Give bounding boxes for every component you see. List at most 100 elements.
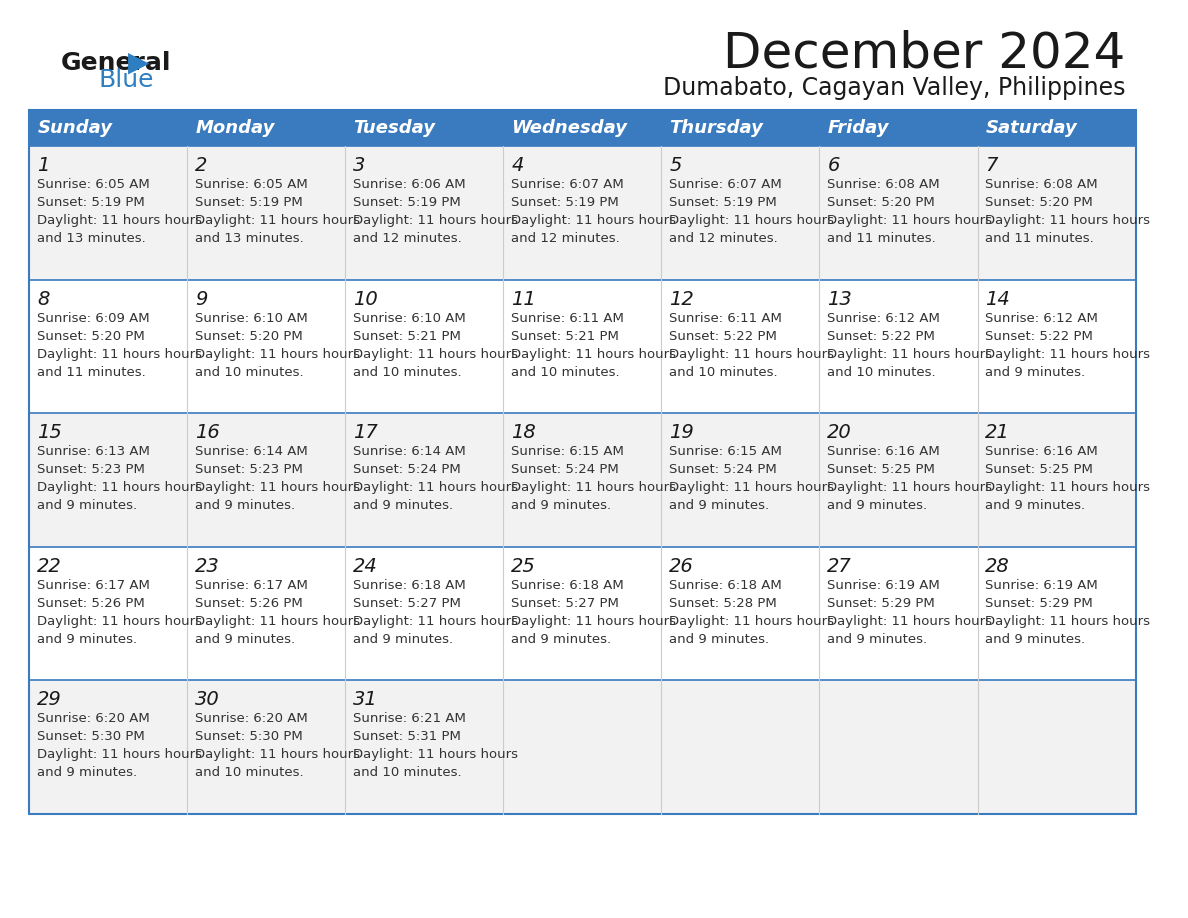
Bar bbox=[30, 547, 188, 680]
Text: 27: 27 bbox=[827, 557, 852, 576]
Text: Sunrise: 6:07 AM: Sunrise: 6:07 AM bbox=[511, 178, 624, 191]
Text: Saturday: Saturday bbox=[985, 119, 1078, 137]
Text: Sunrise: 6:16 AM: Sunrise: 6:16 AM bbox=[985, 445, 1098, 458]
Text: Sunset: 5:19 PM: Sunset: 5:19 PM bbox=[511, 196, 619, 209]
Text: and 9 minutes.: and 9 minutes. bbox=[985, 499, 1086, 512]
Bar bbox=[662, 680, 820, 814]
Text: 25: 25 bbox=[511, 557, 536, 576]
Text: Sunset: 5:22 PM: Sunset: 5:22 PM bbox=[827, 330, 935, 342]
Text: Daylight: 11 hours hours: Daylight: 11 hours hours bbox=[37, 615, 202, 628]
Text: Sunrise: 6:14 AM: Sunrise: 6:14 AM bbox=[195, 445, 308, 458]
Text: 10: 10 bbox=[353, 289, 378, 308]
Text: Sunrise: 6:08 AM: Sunrise: 6:08 AM bbox=[985, 178, 1098, 191]
Text: Sunset: 5:19 PM: Sunset: 5:19 PM bbox=[195, 196, 303, 209]
Text: Sunrise: 6:09 AM: Sunrise: 6:09 AM bbox=[37, 311, 150, 325]
Text: and 12 minutes.: and 12 minutes. bbox=[669, 232, 778, 245]
Text: Daylight: 11 hours hours: Daylight: 11 hours hours bbox=[669, 615, 834, 628]
Bar bbox=[30, 280, 188, 413]
Text: Sunset: 5:24 PM: Sunset: 5:24 PM bbox=[669, 464, 777, 476]
Bar bbox=[662, 146, 820, 280]
Text: 28: 28 bbox=[985, 557, 1010, 576]
Text: 22: 22 bbox=[37, 557, 62, 576]
Bar bbox=[346, 280, 504, 413]
Text: Sunset: 5:20 PM: Sunset: 5:20 PM bbox=[195, 330, 303, 342]
Text: 29: 29 bbox=[37, 690, 62, 710]
Text: and 9 minutes.: and 9 minutes. bbox=[353, 499, 454, 512]
Text: 8: 8 bbox=[37, 289, 50, 308]
Text: Sunset: 5:29 PM: Sunset: 5:29 PM bbox=[985, 597, 1093, 610]
Text: Sunset: 5:28 PM: Sunset: 5:28 PM bbox=[669, 597, 777, 610]
Text: Sunset: 5:19 PM: Sunset: 5:19 PM bbox=[353, 196, 461, 209]
Text: Daylight: 11 hours hours: Daylight: 11 hours hours bbox=[511, 615, 676, 628]
Text: Sunrise: 6:14 AM: Sunrise: 6:14 AM bbox=[353, 445, 466, 458]
Text: Dumabato, Cagayan Valley, Philippines: Dumabato, Cagayan Valley, Philippines bbox=[663, 76, 1126, 100]
Text: Sunrise: 6:17 AM: Sunrise: 6:17 AM bbox=[37, 579, 150, 592]
Bar bbox=[820, 280, 978, 413]
Text: Daylight: 11 hours hours: Daylight: 11 hours hours bbox=[353, 748, 518, 761]
Text: Daylight: 11 hours hours: Daylight: 11 hours hours bbox=[985, 348, 1150, 361]
Text: Sunset: 5:22 PM: Sunset: 5:22 PM bbox=[669, 330, 777, 342]
Text: Sunrise: 6:18 AM: Sunrise: 6:18 AM bbox=[353, 579, 466, 592]
Text: Sunrise: 6:13 AM: Sunrise: 6:13 AM bbox=[37, 445, 150, 458]
Text: Daylight: 11 hours hours: Daylight: 11 hours hours bbox=[353, 348, 518, 361]
Text: Daylight: 11 hours hours: Daylight: 11 hours hours bbox=[195, 348, 360, 361]
Text: Sunset: 5:20 PM: Sunset: 5:20 PM bbox=[827, 196, 935, 209]
Text: Sunrise: 6:06 AM: Sunrise: 6:06 AM bbox=[353, 178, 466, 191]
Text: Sunrise: 6:21 AM: Sunrise: 6:21 AM bbox=[353, 712, 466, 725]
Text: Sunrise: 6:18 AM: Sunrise: 6:18 AM bbox=[511, 579, 624, 592]
Text: ▶: ▶ bbox=[127, 49, 148, 77]
Text: 20: 20 bbox=[827, 423, 852, 442]
Text: and 9 minutes.: and 9 minutes. bbox=[985, 633, 1086, 645]
Text: and 10 minutes.: and 10 minutes. bbox=[353, 767, 462, 779]
Text: Sunday: Sunday bbox=[37, 119, 112, 137]
Text: and 10 minutes.: and 10 minutes. bbox=[827, 365, 936, 378]
Text: Blue: Blue bbox=[99, 68, 153, 92]
Text: and 9 minutes.: and 9 minutes. bbox=[195, 499, 296, 512]
Text: Tuesday: Tuesday bbox=[353, 119, 435, 137]
Bar bbox=[504, 547, 662, 680]
Text: 15: 15 bbox=[37, 423, 62, 442]
Text: Sunset: 5:21 PM: Sunset: 5:21 PM bbox=[511, 330, 619, 342]
Text: Daylight: 11 hours hours: Daylight: 11 hours hours bbox=[985, 615, 1150, 628]
Text: Sunrise: 6:16 AM: Sunrise: 6:16 AM bbox=[827, 445, 940, 458]
Text: 19: 19 bbox=[669, 423, 694, 442]
Bar bbox=[978, 146, 1136, 280]
Text: Sunrise: 6:10 AM: Sunrise: 6:10 AM bbox=[353, 311, 466, 325]
Text: General: General bbox=[61, 51, 171, 75]
Text: and 11 minutes.: and 11 minutes. bbox=[827, 232, 936, 245]
Text: Sunset: 5:29 PM: Sunset: 5:29 PM bbox=[827, 597, 935, 610]
Text: Daylight: 11 hours hours: Daylight: 11 hours hours bbox=[669, 481, 834, 494]
Bar bbox=[820, 547, 978, 680]
Text: Daylight: 11 hours hours: Daylight: 11 hours hours bbox=[827, 615, 992, 628]
Text: Daylight: 11 hours hours: Daylight: 11 hours hours bbox=[37, 348, 202, 361]
Bar bbox=[30, 110, 188, 146]
Text: Daylight: 11 hours hours: Daylight: 11 hours hours bbox=[827, 214, 992, 227]
Text: Sunset: 5:25 PM: Sunset: 5:25 PM bbox=[985, 464, 1093, 476]
Bar bbox=[978, 413, 1136, 547]
Text: 12: 12 bbox=[669, 289, 694, 308]
Text: and 10 minutes.: and 10 minutes. bbox=[511, 365, 620, 378]
Text: 5: 5 bbox=[669, 156, 682, 175]
Text: 9: 9 bbox=[195, 289, 208, 308]
Text: 6: 6 bbox=[827, 156, 840, 175]
Text: Sunset: 5:24 PM: Sunset: 5:24 PM bbox=[511, 464, 619, 476]
Text: and 9 minutes.: and 9 minutes. bbox=[511, 633, 612, 645]
Bar bbox=[820, 413, 978, 547]
Bar bbox=[978, 280, 1136, 413]
Text: Sunrise: 6:15 AM: Sunrise: 6:15 AM bbox=[511, 445, 624, 458]
Text: Daylight: 11 hours hours: Daylight: 11 hours hours bbox=[827, 481, 992, 494]
Text: 24: 24 bbox=[353, 557, 378, 576]
Bar bbox=[346, 547, 504, 680]
Text: 18: 18 bbox=[511, 423, 536, 442]
Text: 13: 13 bbox=[827, 289, 852, 308]
Text: December 2024: December 2024 bbox=[723, 29, 1126, 77]
Text: and 9 minutes.: and 9 minutes. bbox=[669, 499, 770, 512]
Text: Sunset: 5:23 PM: Sunset: 5:23 PM bbox=[195, 464, 303, 476]
Text: Sunrise: 6:19 AM: Sunrise: 6:19 AM bbox=[827, 579, 940, 592]
Text: and 13 minutes.: and 13 minutes. bbox=[37, 232, 146, 245]
Text: and 9 minutes.: and 9 minutes. bbox=[669, 633, 770, 645]
Bar bbox=[188, 280, 346, 413]
Text: Daylight: 11 hours hours: Daylight: 11 hours hours bbox=[37, 214, 202, 227]
Text: and 9 minutes.: and 9 minutes. bbox=[37, 767, 138, 779]
Text: Sunset: 5:20 PM: Sunset: 5:20 PM bbox=[37, 330, 145, 342]
